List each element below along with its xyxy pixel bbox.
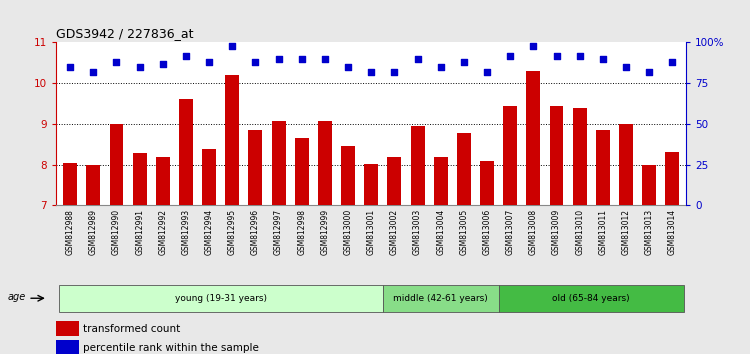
Text: GSM813011: GSM813011 [598,209,608,255]
Text: GSM812997: GSM812997 [274,209,283,255]
Bar [550,105,563,205]
Text: GSM813006: GSM813006 [482,209,491,256]
Point [458,59,470,65]
Bar [248,130,262,205]
Point [203,59,215,65]
Text: young (19-31 years): young (19-31 years) [175,294,267,303]
Point [550,53,562,58]
Bar [225,75,239,205]
Text: GSM812988: GSM812988 [66,209,75,255]
Text: GSM812991: GSM812991 [135,209,144,255]
Point [319,56,331,62]
Text: GSM813010: GSM813010 [575,209,584,255]
Bar [665,152,680,205]
Point [435,64,447,70]
Point [527,43,539,48]
Point [64,64,76,70]
Text: GSM812996: GSM812996 [251,209,260,255]
Bar [56,340,79,354]
Bar [202,149,216,205]
Point [597,56,609,62]
Point [226,43,238,48]
Point [666,59,678,65]
Bar [272,121,286,205]
Point [620,64,632,70]
Point [87,69,99,75]
Point [296,56,307,62]
Text: GSM813014: GSM813014 [668,209,676,255]
Text: GSM812998: GSM812998 [297,209,306,255]
Bar [526,71,540,205]
Text: GSM813012: GSM813012 [622,209,631,255]
Point [365,69,377,75]
Bar [86,165,100,205]
Bar [364,164,378,205]
Point [272,56,284,62]
Point [481,69,493,75]
Bar [457,133,471,205]
Bar [503,105,518,205]
Point [342,64,354,70]
Text: GSM813005: GSM813005 [460,209,469,256]
Bar [480,161,494,205]
Text: GSM813007: GSM813007 [506,209,515,256]
Text: GSM812989: GSM812989 [88,209,98,255]
Text: GSM812993: GSM812993 [182,209,190,255]
Text: GSM813002: GSM813002 [390,209,399,255]
Bar [642,165,656,205]
Text: GSM812994: GSM812994 [205,209,214,255]
Bar [179,99,193,205]
Bar [619,124,633,205]
Text: GSM812992: GSM812992 [158,209,167,255]
Bar [133,153,146,205]
Point [250,59,262,65]
Point [574,53,586,58]
Text: age: age [8,292,26,302]
Point [134,64,146,70]
Text: GSM812990: GSM812990 [112,209,121,255]
Bar [63,162,77,205]
FancyBboxPatch shape [499,285,684,312]
Text: GSM813009: GSM813009 [552,209,561,256]
Point [388,69,400,75]
Bar [56,321,79,336]
Point [110,59,122,65]
Text: old (65-84 years): old (65-84 years) [553,294,630,303]
Text: transformed count: transformed count [82,324,180,334]
Text: GSM813003: GSM813003 [413,209,422,256]
Text: GSM813001: GSM813001 [367,209,376,255]
Bar [295,138,309,205]
Bar [573,108,586,205]
Point [157,61,169,67]
Point [180,53,192,58]
Point [644,69,656,75]
Bar [156,157,170,205]
Bar [341,146,355,205]
Point [412,56,424,62]
Bar [433,157,448,205]
Bar [388,157,401,205]
FancyBboxPatch shape [382,285,499,312]
Bar [110,124,124,205]
Text: middle (42-61 years): middle (42-61 years) [393,294,488,303]
Text: percentile rank within the sample: percentile rank within the sample [82,343,259,353]
Bar [318,121,332,205]
Text: GSM813000: GSM813000 [344,209,352,256]
Bar [596,130,610,205]
Text: GSM813004: GSM813004 [436,209,445,256]
Bar [410,126,424,205]
Point [504,53,516,58]
FancyBboxPatch shape [58,285,382,312]
Text: GSM812995: GSM812995 [228,209,237,255]
Text: GSM813008: GSM813008 [529,209,538,255]
Text: GDS3942 / 227836_at: GDS3942 / 227836_at [56,27,194,40]
Text: GSM812999: GSM812999 [320,209,329,255]
Text: GSM813013: GSM813013 [645,209,654,255]
